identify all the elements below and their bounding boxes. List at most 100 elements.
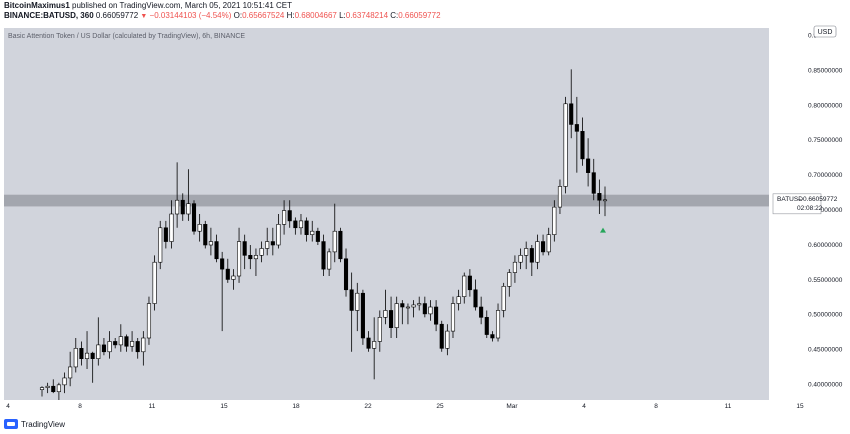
candle[interactable]: [546, 227, 551, 256]
candle[interactable]: [501, 282, 506, 318]
candle[interactable]: [107, 331, 112, 359]
candle[interactable]: [417, 296, 422, 311]
candle[interactable]: [158, 220, 163, 270]
candle[interactable]: [602, 186, 608, 217]
candle[interactable]: [186, 169, 191, 221]
candle[interactable]: [456, 289, 461, 311]
candle[interactable]: [90, 351, 95, 383]
candle[interactable]: [304, 217, 309, 242]
candle[interactable]: [355, 282, 360, 332]
candle[interactable]: [259, 241, 264, 263]
candle[interactable]: [237, 227, 242, 283]
candle[interactable]: [197, 214, 202, 242]
candle[interactable]: [220, 251, 225, 332]
candle[interactable]: [146, 296, 152, 345]
candle[interactable]: [101, 338, 106, 356]
resistance-zone[interactable]: [4, 194, 769, 207]
candle[interactable]: [242, 234, 247, 270]
currency-badge[interactable]: USD: [813, 25, 837, 38]
candle[interactable]: [130, 331, 135, 352]
candle[interactable]: [591, 158, 596, 201]
candle[interactable]: [321, 234, 326, 276]
candle[interactable]: [535, 234, 540, 270]
candle[interactable]: [366, 331, 371, 352]
candle[interactable]: [563, 96, 568, 194]
candle[interactable]: [507, 269, 512, 297]
candle[interactable]: [56, 382, 61, 400]
candle[interactable]: [557, 179, 563, 214]
candle[interactable]: [276, 214, 281, 249]
candle[interactable]: [332, 203, 337, 263]
candle[interactable]: [428, 300, 433, 321]
candle[interactable]: [411, 300, 416, 318]
candle[interactable]: [400, 300, 405, 325]
candle[interactable]: [541, 234, 546, 256]
candle[interactable]: [372, 317, 377, 380]
candle[interactable]: [225, 258, 230, 283]
candle[interactable]: [96, 317, 101, 366]
candle[interactable]: [343, 248, 349, 297]
candle[interactable]: [248, 245, 253, 270]
candle[interactable]: [524, 241, 529, 270]
candle[interactable]: [51, 379, 56, 394]
candle[interactable]: [214, 234, 219, 263]
candle[interactable]: [360, 289, 365, 345]
candle[interactable]: [270, 227, 275, 256]
candle[interactable]: [310, 220, 315, 242]
candle[interactable]: [394, 296, 399, 338]
candle[interactable]: [439, 320, 444, 352]
candle[interactable]: [445, 324, 450, 356]
candle[interactable]: [405, 303, 410, 325]
candle[interactable]: [473, 279, 478, 311]
chart-area[interactable]: 0.9 0.85000000 0.80000000 0.75000000 0.70000…: [0, 22, 850, 416]
candle[interactable]: [45, 382, 50, 394]
candle[interactable]: [231, 269, 236, 290]
candle[interactable]: [450, 296, 456, 338]
candlestick-chart[interactable]: 0.9 0.85000000 0.80000000 0.75000000 0.70000…: [0, 22, 850, 416]
candle[interactable]: [529, 245, 534, 276]
candle[interactable]: [552, 200, 557, 242]
candle[interactable]: [462, 272, 467, 304]
candle[interactable]: [113, 338, 118, 349]
candle[interactable]: [39, 386, 45, 397]
candle[interactable]: [586, 138, 591, 187]
candle[interactable]: [152, 255, 157, 311]
candle[interactable]: [434, 300, 439, 332]
candle[interactable]: [512, 255, 517, 283]
candle[interactable]: [62, 372, 67, 394]
candle[interactable]: [377, 310, 382, 352]
candle[interactable]: [287, 200, 292, 228]
candle[interactable]: [208, 227, 213, 256]
candle[interactable]: [467, 269, 472, 297]
candle[interactable]: [191, 200, 197, 235]
candle[interactable]: [141, 331, 146, 366]
candle[interactable]: [169, 200, 174, 249]
candle[interactable]: [180, 193, 185, 221]
candle[interactable]: [422, 296, 427, 318]
candle[interactable]: [327, 248, 332, 276]
candle[interactable]: [163, 220, 168, 249]
candle[interactable]: [338, 227, 343, 263]
candle[interactable]: [282, 200, 287, 235]
candle[interactable]: [569, 69, 574, 139]
candle[interactable]: [389, 296, 394, 338]
plot-background[interactable]: [4, 28, 769, 400]
candle[interactable]: [490, 331, 495, 342]
candle[interactable]: [349, 272, 354, 352]
author-name[interactable]: BitcoinMaximus1: [4, 1, 70, 10]
candle[interactable]: [124, 334, 129, 352]
candle[interactable]: [79, 341, 84, 366]
candle[interactable]: [597, 179, 602, 214]
candle[interactable]: [574, 96, 579, 173]
candle[interactable]: [495, 303, 501, 342]
candle[interactable]: [135, 338, 140, 359]
candle[interactable]: [118, 324, 123, 352]
candle[interactable]: [175, 162, 180, 228]
tradingview-logo[interactable]: TradingView: [4, 419, 65, 429]
candle[interactable]: [203, 220, 208, 249]
candle[interactable]: [315, 227, 320, 245]
candle[interactable]: [484, 310, 489, 338]
candle[interactable]: [253, 248, 258, 276]
candle[interactable]: [68, 351, 73, 387]
candle[interactable]: [383, 289, 388, 325]
